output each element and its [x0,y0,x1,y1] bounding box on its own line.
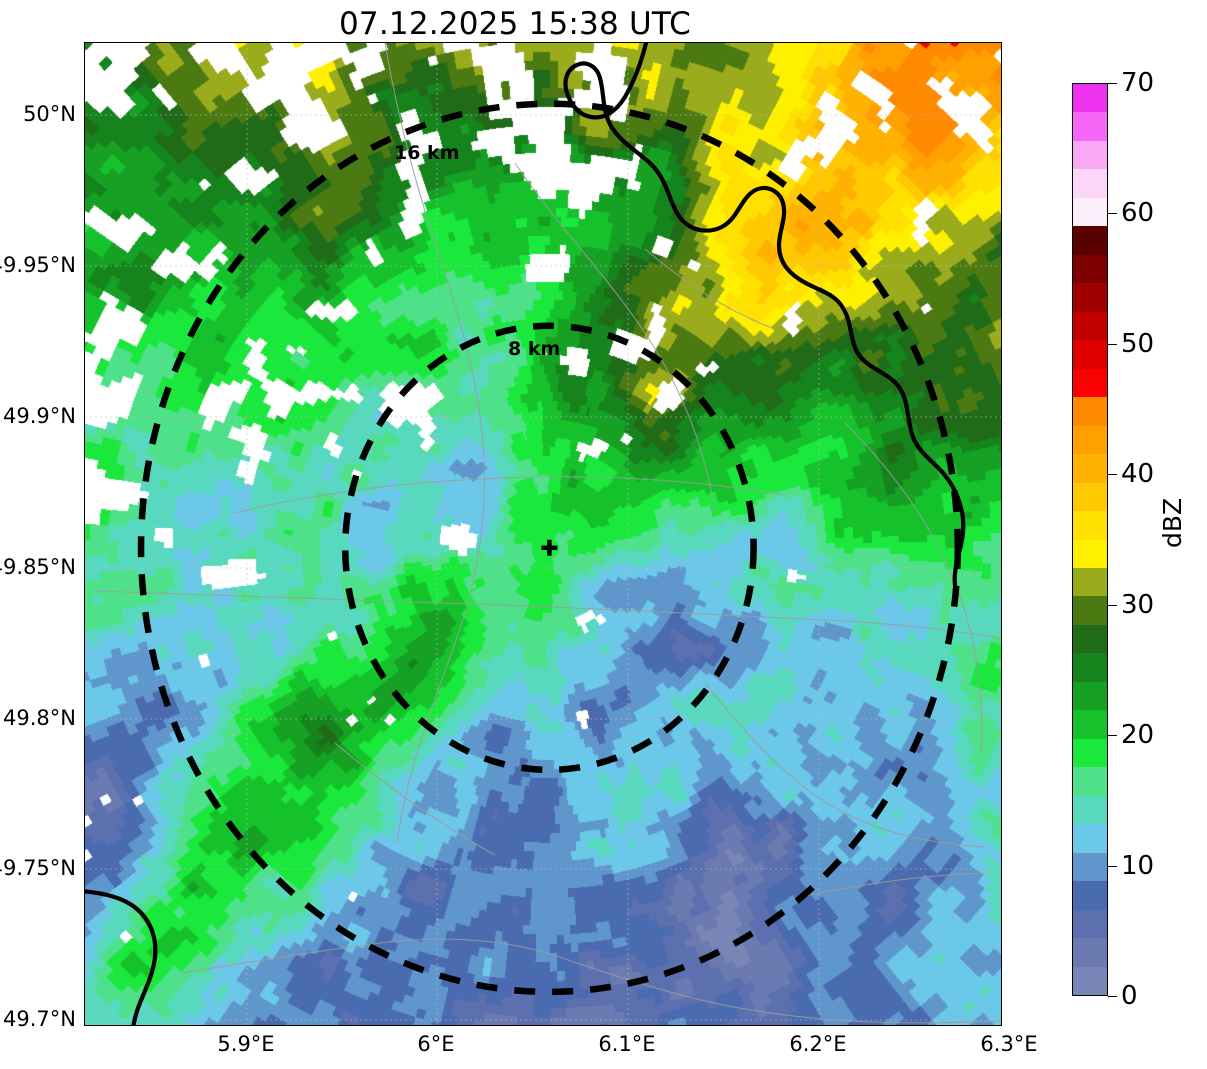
map-line-4 [514,162,716,514]
x-axis-tick-1: 6°E [417,1032,455,1056]
colorbar-band-19 [1073,624,1107,654]
colorbar-band-1 [1073,112,1107,141]
national-border-southwest [85,889,158,1025]
range-ring-label-16km: 16 km [394,142,460,164]
y-axis-tick-0: 50°N [23,102,76,126]
page-title: 07.12.2025 15:38 UTC [339,6,691,42]
y-axis-tick-6: 49.7°N [3,1007,76,1031]
colorbar-band-31 [1073,966,1107,995]
colorbar-band-26 [1073,824,1107,853]
x-axis-tick-2: 6.1°E [598,1032,656,1056]
colorbar-tick-label-1: 60 [1121,198,1155,229]
y-axis-tick-3: 49.85°N [0,555,76,579]
x-axis-tick-4: 6.3°E [980,1032,1038,1056]
map-line-7 [180,938,566,974]
colorbar-band-15 [1073,511,1107,540]
map-line-8 [564,958,1001,1024]
colorbar-title: dBZ [1158,497,1187,548]
map-line-1 [396,442,486,844]
map-line-2 [234,476,786,514]
range-ring-8km [341,322,757,774]
x-axis-tick-3: 6.2°E [789,1032,847,1056]
colorbar-band-24 [1073,767,1107,796]
map-overlay [85,43,1001,1025]
colorbar-tick-mark-3 [1108,474,1117,476]
colorbar-tick-mark-4 [1108,604,1117,606]
colorbar-band-11 [1073,397,1107,426]
colorbar-band-30 [1073,938,1107,967]
x-axis-tick-0: 5.9°E [217,1032,275,1056]
colorbar-band-2 [1073,140,1107,170]
colorbar-tick-label-7: 0 [1121,981,1138,1011]
map-line-5 [844,422,983,756]
colorbar[interactable] [1072,83,1108,996]
colorbar-tick-label-2: 50 [1121,328,1155,359]
map-line-6 [704,682,986,848]
colorbar-tick-label-5: 20 [1121,720,1155,751]
y-axis-tick-5: 49.75°N [0,856,76,880]
colorbar-tick-mark-5 [1108,735,1117,737]
colorbar-band-17 [1073,567,1107,597]
colorbar-band-21 [1073,681,1107,711]
map-line-9 [644,248,776,330]
colorbar-band-8 [1073,311,1107,341]
colorbar-tick-mark-0 [1108,83,1117,84]
colorbar-band-13 [1073,454,1107,483]
colorbar-band-6 [1073,254,1107,284]
colorbar-tick-mark-7 [1108,996,1117,997]
colorbar-band-16 [1073,539,1107,568]
radar-reflectivity-image [85,43,1001,1025]
colorbar-band-3 [1073,169,1107,198]
colorbar-band-25 [1073,795,1107,825]
y-axis-tick-1: 49.95°N [0,253,76,277]
colorbar-band-4 [1073,197,1107,227]
colorbar-band-18 [1073,596,1107,625]
y-axis-tick-4: 49.8°N [3,706,76,730]
colorbar-band-0 [1073,84,1107,113]
colorbar-band-28 [1073,881,1107,910]
y-axis-tick-2: 49.9°N [3,404,76,428]
colorbar-band-20 [1073,653,1107,682]
radar-plot-area[interactable] [84,42,1002,1026]
colorbar-tick-label-3: 40 [1121,459,1155,490]
map-line-11 [790,872,986,900]
colorbar-tick-mark-2 [1108,343,1117,345]
colorbar-band-14 [1073,482,1107,512]
colorbar-tick-label-0: 70 [1121,68,1155,98]
colorbar-band-12 [1073,425,1107,455]
colorbar-tick-mark-6 [1108,865,1117,867]
range-ring-label-8km: 8 km [508,338,561,360]
colorbar-band-23 [1073,738,1107,768]
colorbar-band-10 [1073,368,1107,398]
map-line-10 [334,742,496,856]
colorbar-band-7 [1073,283,1107,312]
colorbar-tick-label-6: 10 [1121,850,1155,881]
map-line-3 [94,590,1001,640]
colorbar-band-22 [1073,710,1107,739]
range-ring-16km [137,100,962,996]
colorbar-tick-label-4: 30 [1121,589,1155,620]
map-line-0 [384,43,484,444]
colorbar-tick-mark-1 [1108,213,1117,215]
colorbar-band-9 [1073,340,1107,369]
colorbar-band-5 [1073,226,1107,255]
national-border-northeast [563,43,966,588]
radar-site-plus-marker [541,539,558,556]
colorbar-band-29 [1073,909,1107,939]
colorbar-band-27 [1073,852,1107,882]
